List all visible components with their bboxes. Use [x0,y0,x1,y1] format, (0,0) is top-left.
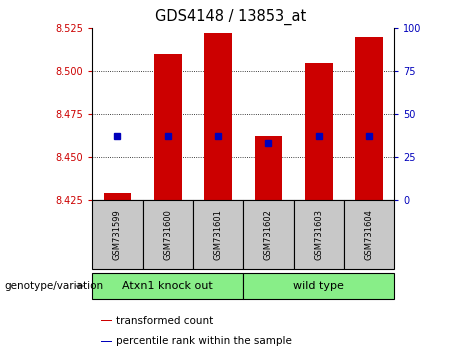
Text: GSM731599: GSM731599 [113,209,122,260]
Bar [254,137,282,200]
FancyBboxPatch shape [142,200,193,269]
FancyBboxPatch shape [243,273,394,299]
Text: percentile rank within the sample: percentile rank within the sample [116,336,292,346]
FancyBboxPatch shape [344,200,394,269]
Text: transformed count: transformed count [116,316,213,326]
Text: GSM731604: GSM731604 [365,209,373,260]
Text: wild type: wild type [293,281,344,291]
Bar [355,37,383,200]
Text: GDS4148 / 13853_at: GDS4148 / 13853_at [155,9,306,25]
Bar [154,54,182,200]
Text: GSM731601: GSM731601 [213,209,223,260]
Bar [101,320,112,321]
Text: GSM731603: GSM731603 [314,209,323,260]
Text: GSM731600: GSM731600 [163,209,172,260]
Text: GSM731602: GSM731602 [264,209,273,260]
FancyBboxPatch shape [243,200,294,269]
FancyBboxPatch shape [92,200,142,269]
FancyBboxPatch shape [92,273,243,299]
Bar [204,34,232,200]
Bar [305,63,332,200]
FancyBboxPatch shape [193,200,243,269]
FancyBboxPatch shape [294,200,344,269]
Bar [104,193,131,200]
Text: Atxn1 knock out: Atxn1 knock out [122,281,213,291]
Bar [101,341,112,342]
Text: genotype/variation: genotype/variation [5,281,104,291]
